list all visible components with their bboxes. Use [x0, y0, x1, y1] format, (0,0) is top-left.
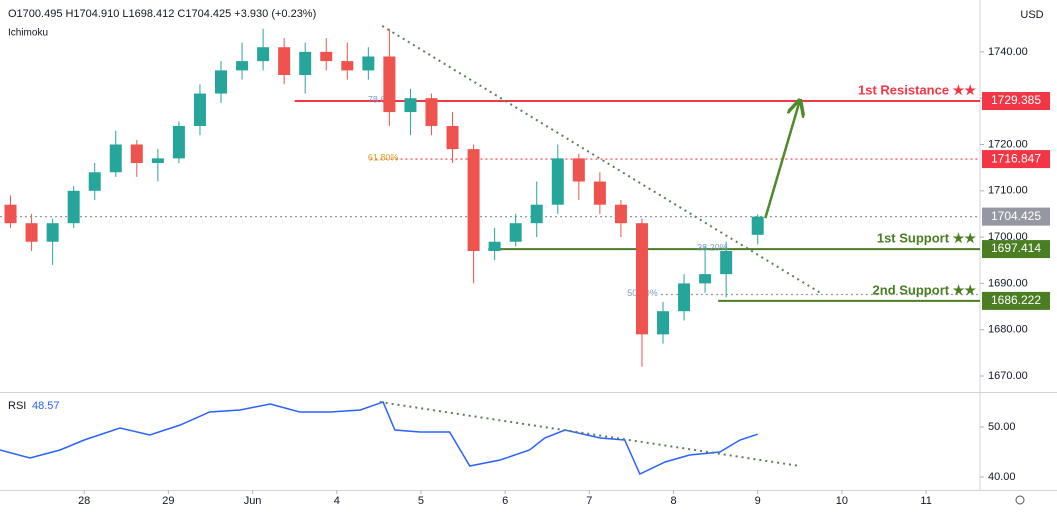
rsi-value: 48.57 — [32, 400, 60, 412]
x-tick-label: Jun — [244, 495, 262, 507]
y-tick-label: 40.00 — [988, 471, 1016, 483]
candle-body — [467, 149, 480, 251]
candle-body — [488, 241, 501, 251]
candle-body — [751, 216, 764, 235]
candle-body — [299, 51, 312, 76]
price-label-box — [982, 291, 1050, 310]
fib-label: 38.20% — [697, 242, 728, 252]
rsi-line — [0, 401, 758, 476]
candle-body — [362, 56, 375, 71]
x-tick-label: 29 — [162, 495, 174, 507]
candle-body — [572, 158, 585, 182]
annotation: 1st Resistance ★★ — [858, 82, 976, 97]
trend-line — [381, 25, 821, 294]
price-label-box — [982, 150, 1050, 169]
y-tick-label: 1720.00 — [988, 138, 1028, 150]
candle-body — [635, 223, 648, 335]
candle-body — [172, 125, 185, 159]
price-label: 1716.847 — [991, 151, 1041, 165]
candle-body — [4, 204, 17, 224]
candle-body — [720, 250, 733, 275]
y-tick-label: 1680.00 — [988, 324, 1028, 336]
rsi-label: RSI — [8, 400, 26, 412]
candle-body — [88, 172, 101, 191]
candle-body — [341, 61, 354, 71]
candle-body — [614, 204, 627, 224]
y-tick-label: 1690.00 — [988, 277, 1028, 289]
candle-body — [46, 223, 59, 242]
arrow — [764, 100, 800, 219]
candle-body — [551, 158, 564, 205]
candle-body — [320, 51, 333, 62]
candle-body — [404, 98, 417, 113]
x-tick-label: 8 — [670, 495, 676, 507]
y-tick-label: 1670.00 — [988, 370, 1028, 382]
price-label: 1704.425 — [991, 209, 1041, 223]
x-tick-label: 10 — [836, 495, 848, 507]
y-tick-label: 1740.00 — [988, 46, 1028, 58]
fib-label: 61.80% — [368, 152, 399, 162]
x-tick-label: 4 — [334, 495, 340, 507]
rsi-trend-line — [379, 401, 800, 467]
annotation: 1st Support ★★ — [877, 231, 976, 246]
y-tick-label: 1710.00 — [988, 185, 1028, 197]
x-tick-label: 6 — [502, 495, 508, 507]
candle-body — [278, 47, 291, 76]
currency: USD — [1020, 9, 1043, 21]
candle-body — [151, 158, 164, 164]
ohlc-header: O1700.495 H1704.910 L1698.412 C1704.425 … — [8, 8, 316, 20]
x-tick-label: 28 — [78, 495, 90, 507]
price-label: 1686.222 — [991, 293, 1041, 307]
y-tick-label: 1700.00 — [988, 231, 1028, 243]
candle-body — [530, 204, 543, 224]
price-label-box — [982, 240, 1050, 259]
candle-body — [67, 190, 80, 224]
candle-body — [257, 47, 270, 62]
candle-body — [593, 181, 606, 205]
candle-body — [425, 98, 438, 126]
candle-body — [25, 223, 38, 242]
candle-body — [509, 223, 522, 242]
price-label: 1697.414 — [991, 241, 1041, 255]
settings-icon[interactable] — [1015, 495, 1025, 505]
candle-body — [446, 125, 459, 150]
candle-body — [193, 93, 206, 126]
x-tick-label: 9 — [755, 495, 761, 507]
plot-layer: 1670.00 1680.00 1690.00 1700.00 1710.00 1720.… — [0, 25, 1050, 507]
x-tick-label: 7 — [586, 495, 592, 507]
candle-body — [383, 56, 396, 113]
price-label: 1729.385 — [991, 93, 1041, 107]
indicator-label: Ichimoku — [8, 28, 48, 39]
annotation: 2nd Support ★★ — [873, 282, 977, 297]
candle-body — [130, 144, 143, 164]
candle-body — [657, 311, 670, 335]
candle-body — [678, 283, 691, 312]
candle-body — [699, 274, 712, 284]
x-tick-label: 11 — [920, 495, 931, 507]
candle-body — [109, 144, 122, 173]
price-label-box — [982, 207, 1050, 226]
fib-label: 78.6% — [368, 94, 394, 104]
y-tick-label: 50.00 — [988, 421, 1016, 433]
price-label-box — [982, 92, 1050, 111]
candle-body — [236, 61, 249, 71]
x-tick-label: 5 — [418, 495, 424, 507]
candle-body — [215, 70, 228, 94]
